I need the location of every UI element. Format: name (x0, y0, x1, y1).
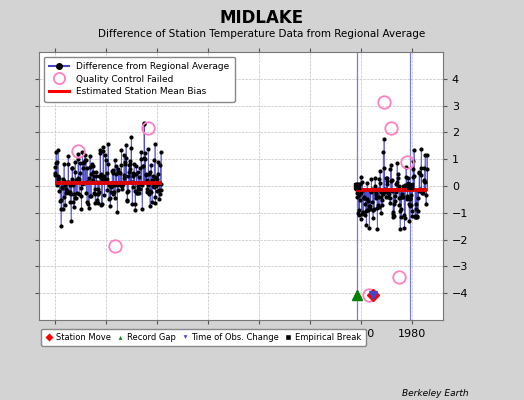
Legend: Difference from Regional Average, Quality Control Failed, Estimated Station Mean: Difference from Regional Average, Qualit… (44, 56, 235, 102)
Text: Berkeley Earth: Berkeley Earth (402, 390, 469, 398)
Legend: Station Move, Record Gap, Time of Obs. Change, Empirical Break: Station Move, Record Gap, Time of Obs. C… (41, 328, 366, 346)
Text: Difference of Station Temperature Data from Regional Average: Difference of Station Temperature Data f… (99, 29, 425, 39)
Text: MIDLAKE: MIDLAKE (220, 9, 304, 27)
